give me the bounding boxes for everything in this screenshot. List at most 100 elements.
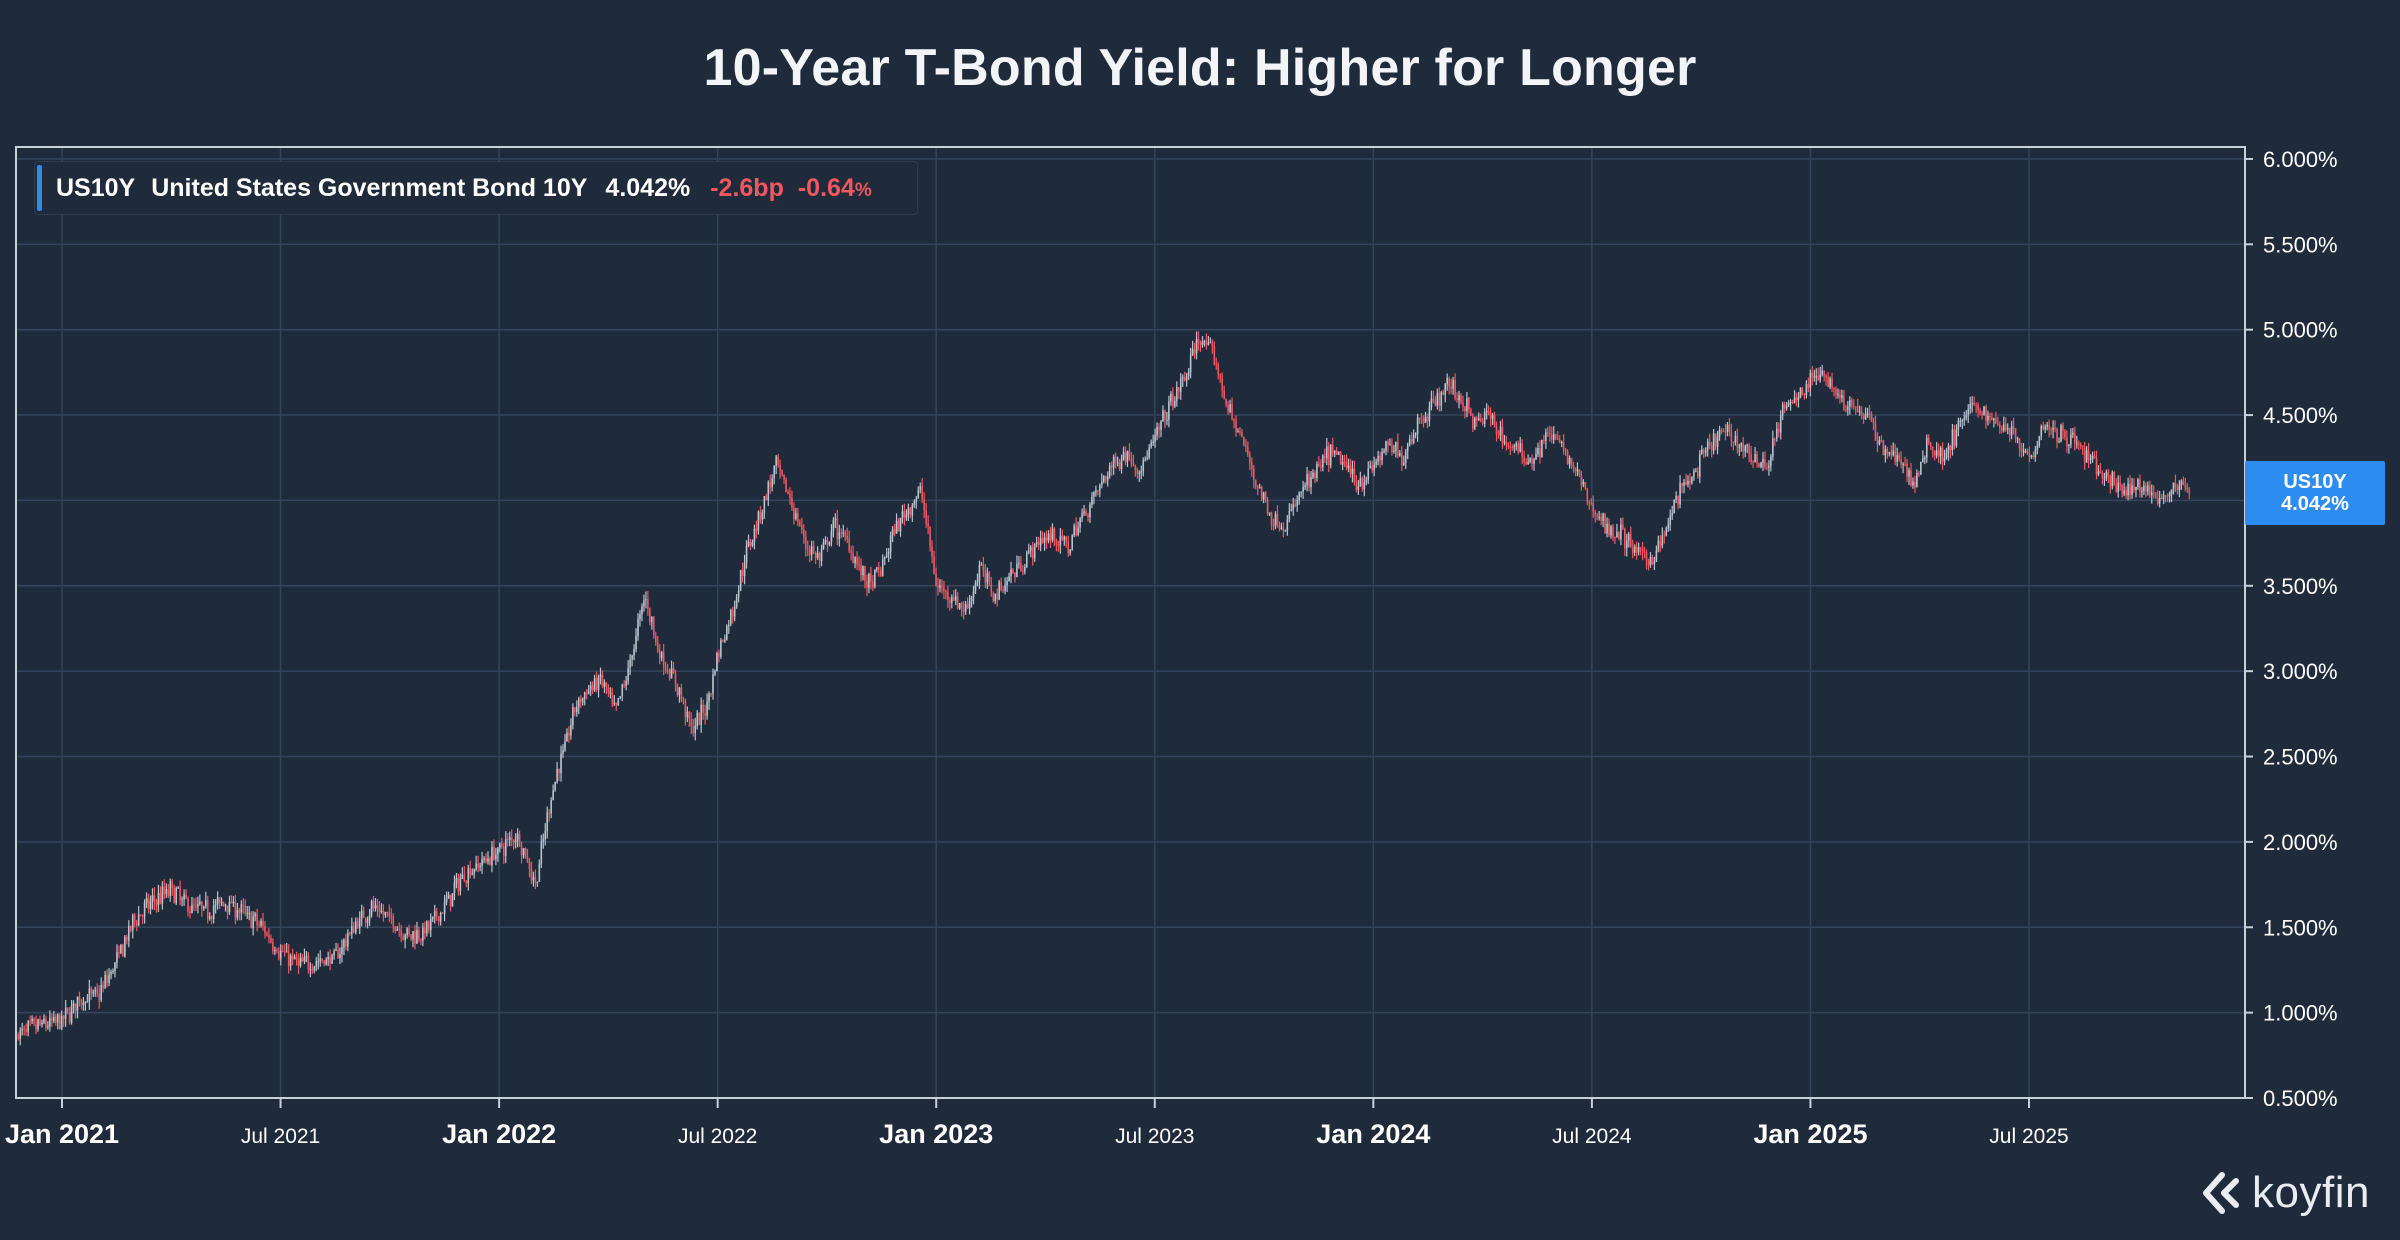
candle-body bbox=[1931, 446, 1934, 451]
candle-body bbox=[645, 599, 647, 601]
candle-body bbox=[767, 482, 770, 501]
candle-body bbox=[467, 868, 470, 884]
candle-body bbox=[195, 905, 197, 907]
candle-body bbox=[654, 635, 657, 643]
candle-body bbox=[1949, 445, 1952, 450]
candle-body bbox=[1464, 406, 1466, 412]
candle-body bbox=[1438, 392, 1441, 406]
candle-body bbox=[256, 913, 258, 925]
candle-body bbox=[2113, 472, 2116, 485]
candle-body bbox=[1706, 441, 1709, 451]
candle-body bbox=[787, 491, 789, 495]
candle-body bbox=[929, 526, 931, 547]
y-tick-label: 6.000% bbox=[2263, 147, 2338, 172]
candle-body bbox=[1837, 394, 1839, 396]
candle-body bbox=[420, 939, 422, 941]
candle-body bbox=[877, 567, 880, 571]
candle-body bbox=[1067, 542, 1070, 554]
candle-body bbox=[2081, 445, 2084, 448]
candle-body bbox=[475, 863, 477, 870]
candle-body bbox=[2166, 495, 2169, 497]
candle-body bbox=[1624, 529, 1626, 549]
candle-body bbox=[1337, 451, 1340, 455]
candle-body bbox=[1286, 519, 1289, 531]
candle-body bbox=[29, 1021, 31, 1023]
candle-body bbox=[1444, 383, 1447, 395]
candle-body bbox=[690, 719, 693, 726]
candle-body bbox=[1991, 417, 1993, 420]
candle-body bbox=[542, 839, 545, 842]
candle-body bbox=[1249, 454, 1251, 463]
candle-body bbox=[1935, 450, 1938, 456]
candle-body bbox=[122, 944, 124, 957]
candle-body bbox=[1916, 472, 1918, 488]
candle-body bbox=[1035, 542, 1038, 544]
candle-body bbox=[378, 908, 381, 913]
candle-body bbox=[431, 916, 434, 920]
candle-body bbox=[149, 901, 152, 910]
candle-body bbox=[2056, 428, 2058, 442]
candle-body bbox=[925, 510, 927, 524]
candle-body bbox=[741, 570, 744, 577]
candle-body bbox=[808, 549, 811, 556]
candle-body bbox=[1395, 441, 1397, 451]
candle-body bbox=[1683, 482, 1685, 486]
candle-body bbox=[1351, 468, 1354, 475]
candle-body bbox=[1620, 524, 1622, 540]
candle-body bbox=[1219, 373, 1222, 379]
candle-body bbox=[143, 903, 146, 917]
candle-body bbox=[1509, 446, 1512, 448]
candle-body bbox=[1693, 471, 1695, 477]
candle-body bbox=[856, 557, 858, 565]
candle-body bbox=[2070, 434, 2072, 445]
candle-body bbox=[1531, 457, 1533, 464]
candle-body bbox=[2121, 485, 2123, 495]
candle-body bbox=[453, 882, 456, 894]
candle-body bbox=[1823, 370, 1825, 376]
candle-body bbox=[1989, 415, 1991, 418]
candle-body bbox=[2109, 475, 2112, 487]
candle-body bbox=[435, 911, 438, 917]
candle-body bbox=[386, 911, 389, 913]
candle-body bbox=[605, 682, 608, 688]
candle-body bbox=[941, 585, 943, 588]
candle-body bbox=[161, 886, 164, 904]
legend-pct-sign: % bbox=[854, 179, 872, 201]
candle-body bbox=[911, 505, 914, 516]
candle-body bbox=[2060, 425, 2062, 442]
candle-body bbox=[1637, 547, 1640, 553]
candle-body bbox=[1012, 569, 1014, 573]
candle-body bbox=[1002, 590, 1004, 592]
candle-body bbox=[1884, 448, 1887, 456]
candle-body bbox=[1979, 409, 1981, 414]
candle-body bbox=[2068, 444, 2070, 446]
candle-body bbox=[1973, 403, 1975, 405]
candle-body bbox=[684, 700, 687, 718]
candle-body bbox=[354, 921, 357, 933]
candle-body bbox=[2099, 471, 2102, 474]
candle-body bbox=[319, 958, 322, 962]
candle-body bbox=[678, 687, 681, 696]
candle-body bbox=[1416, 417, 1419, 434]
candle-body bbox=[1016, 563, 1018, 578]
candle-body bbox=[449, 894, 452, 907]
candle-body bbox=[445, 898, 448, 902]
candle-body bbox=[477, 863, 479, 867]
candle-body bbox=[68, 1012, 71, 1023]
candle-body bbox=[1697, 470, 1699, 477]
candle-body bbox=[2184, 484, 2187, 488]
candle-body bbox=[1359, 478, 1362, 487]
candle-body bbox=[1373, 464, 1375, 471]
candle-body bbox=[212, 905, 215, 920]
candle-body bbox=[258, 924, 260, 926]
candle-body bbox=[1189, 355, 1192, 373]
candle-body bbox=[879, 570, 882, 576]
candle-body bbox=[2028, 454, 2031, 458]
candle-body bbox=[252, 916, 254, 929]
candle-body bbox=[1770, 456, 1772, 466]
candle-body bbox=[1651, 557, 1654, 565]
candle-body bbox=[996, 593, 999, 600]
y-tick-label: 2.000% bbox=[2263, 830, 2338, 855]
legend-box[interactable]: US10Y United States Government Bond 10Y … bbox=[34, 161, 918, 215]
candle-body bbox=[639, 614, 641, 620]
